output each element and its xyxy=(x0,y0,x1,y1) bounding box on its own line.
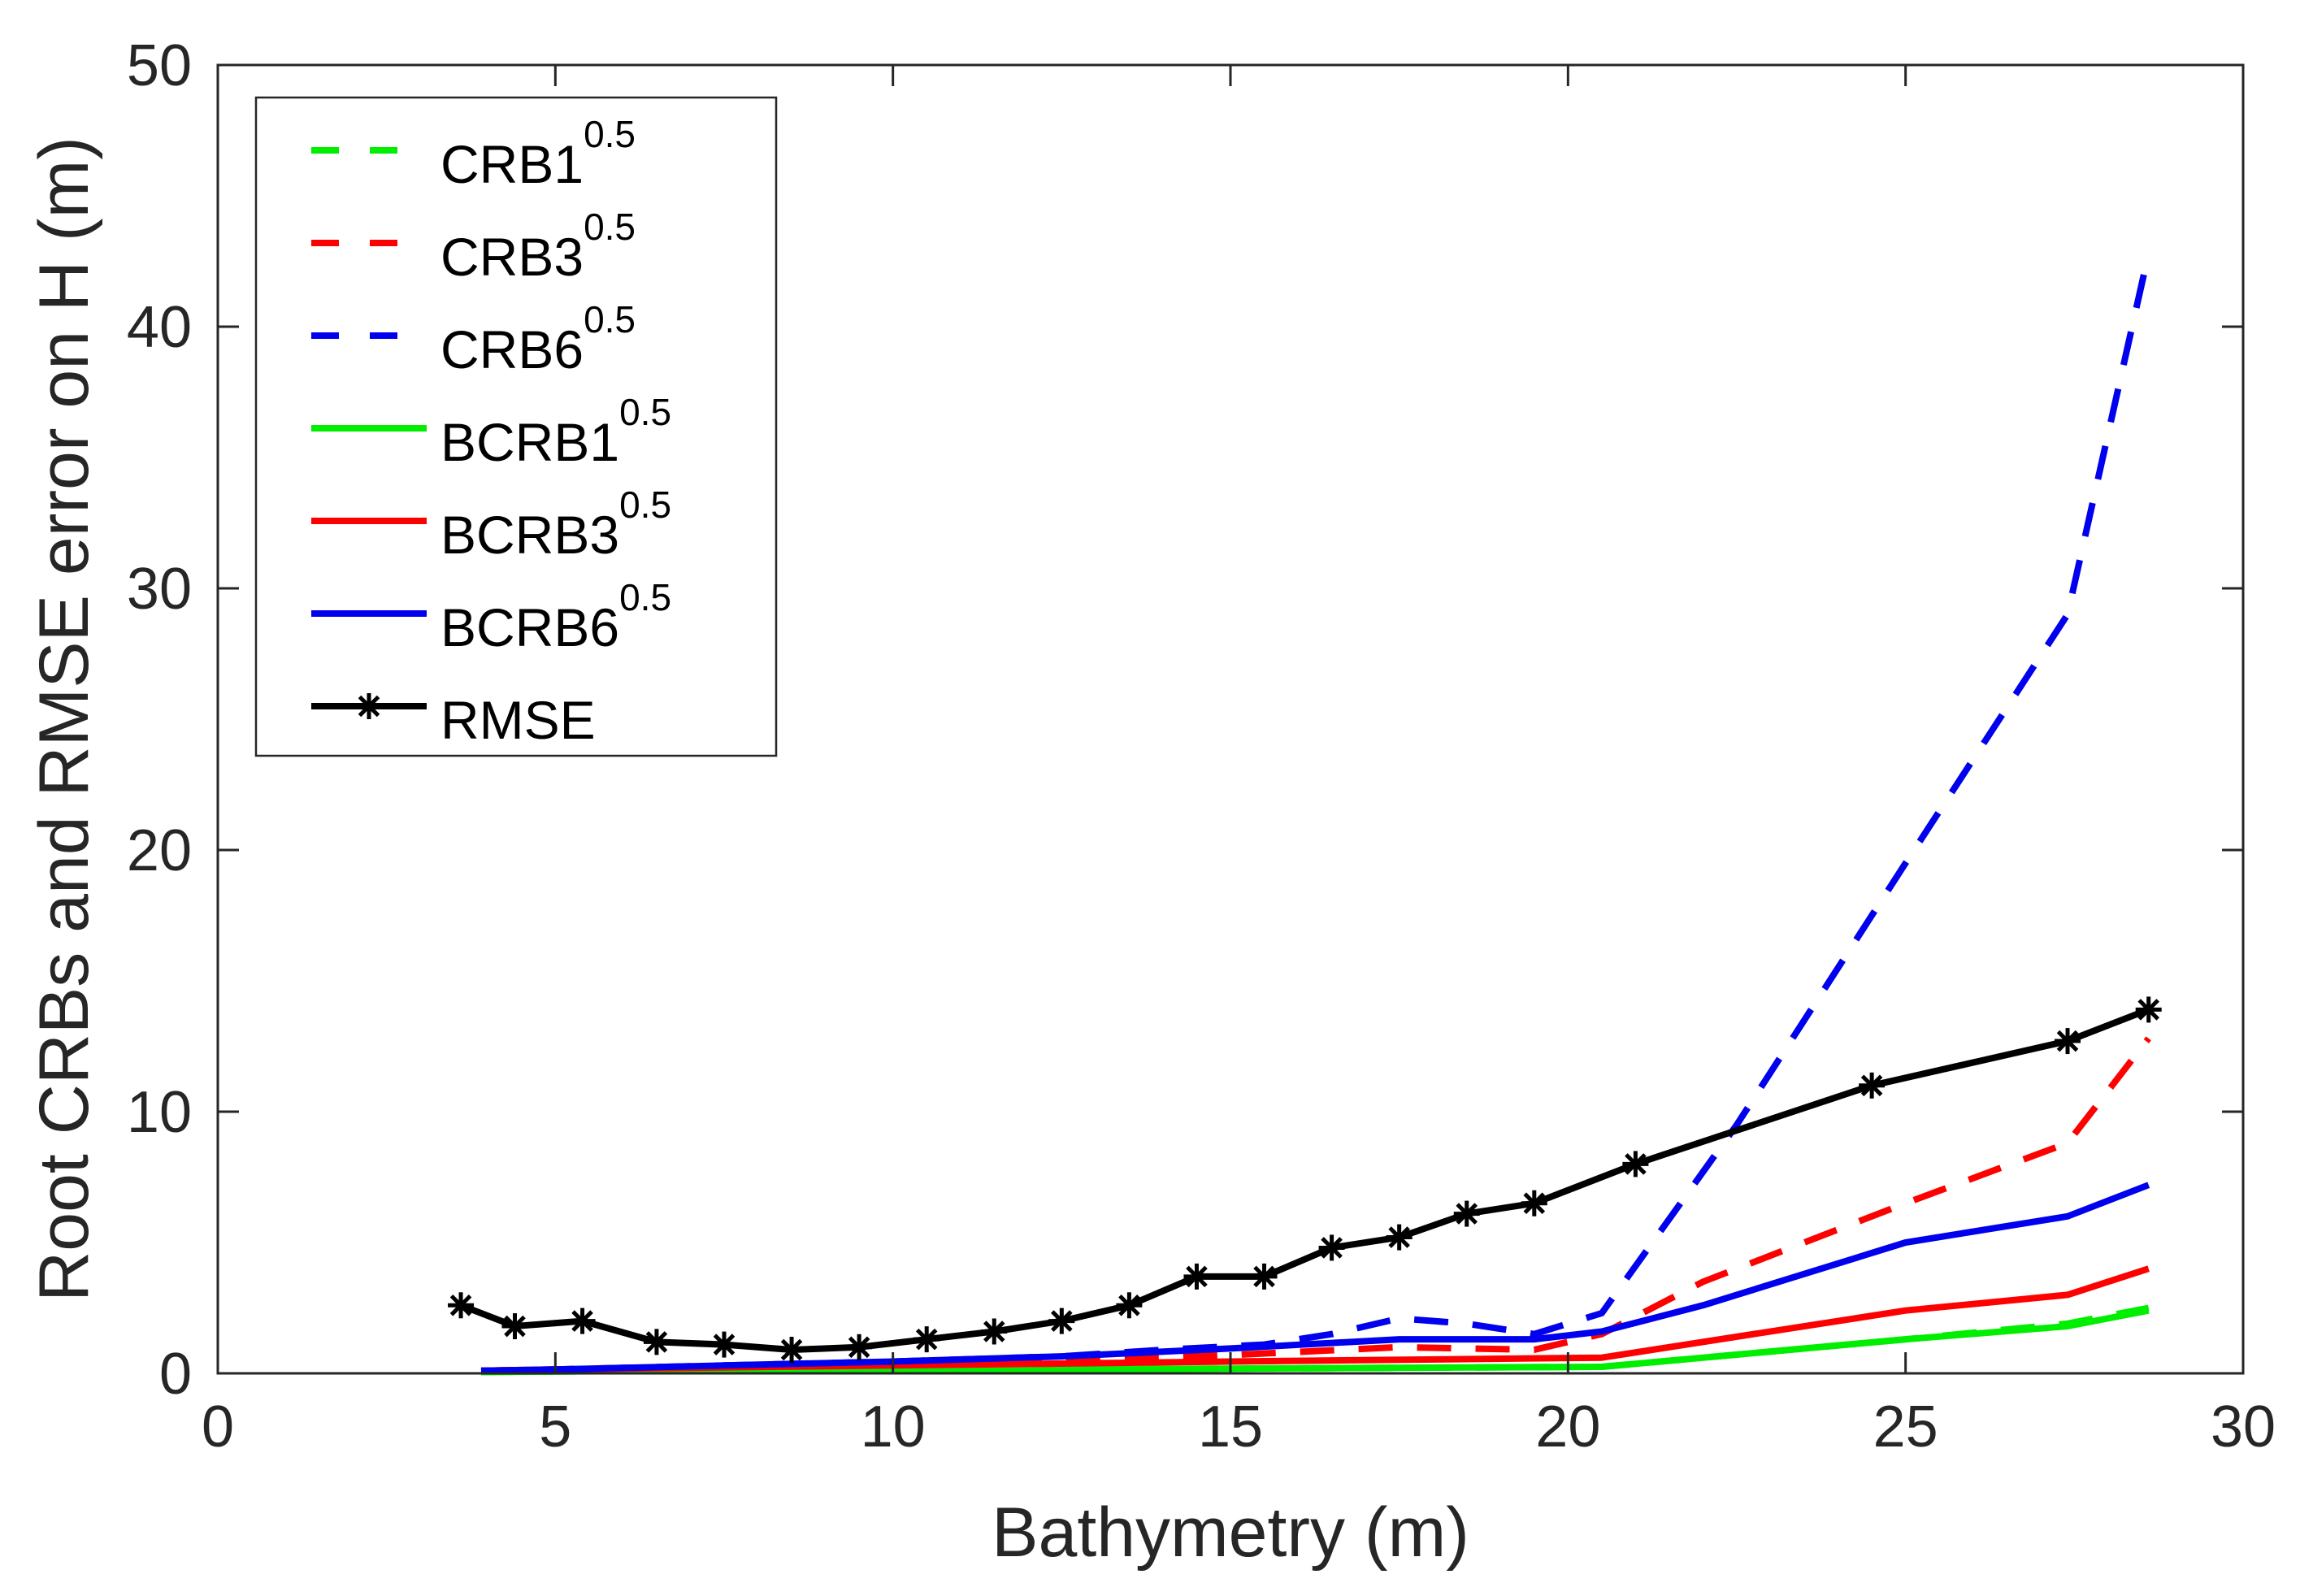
y-tick-label: 50 xyxy=(127,33,192,98)
data-point-rmse xyxy=(1048,1308,1075,1334)
x-tick-label: 15 xyxy=(1198,1394,1263,1459)
legend-marker xyxy=(356,693,382,719)
data-point-rmse xyxy=(1453,1200,1480,1227)
data-point-rmse xyxy=(1116,1292,1143,1319)
legend-label-exponent: 0.5 xyxy=(619,576,671,618)
legend-entry-rmse: RMSE xyxy=(311,690,596,750)
y-tick-label: 0 xyxy=(159,1342,192,1407)
axes-layer: 0 5 10 15 20 25 30 0 10 20 30 40 50 Bathymetry (m) Roo… xyxy=(25,33,2276,1572)
data-point-rmse xyxy=(1521,1190,1547,1217)
data-point-rmse xyxy=(2055,1028,2081,1055)
data-point-rmse xyxy=(981,1318,1008,1345)
x-tick-label: 0 xyxy=(202,1394,234,1459)
y-tick-label: 20 xyxy=(127,818,192,883)
data-point-rmse xyxy=(1251,1263,1278,1290)
data-point-rmse xyxy=(1622,1151,1649,1177)
x-axis-label: Bathymetry (m) xyxy=(992,1494,1469,1572)
data-point-rmse xyxy=(711,1331,737,1358)
data-point-rmse xyxy=(501,1313,528,1340)
data-point-rmse xyxy=(569,1308,596,1334)
data-point-rmse xyxy=(643,1329,670,1355)
legend-label: RMSE xyxy=(440,690,596,750)
series-layer xyxy=(448,252,2162,1376)
y-axis-label: Root CRBs and RMSE error on H (m) xyxy=(25,137,103,1302)
x-tick-label: 30 xyxy=(2211,1394,2276,1459)
x-tick-label: 5 xyxy=(539,1394,571,1459)
data-point-rmse xyxy=(2135,996,2162,1023)
x-tick-label: 20 xyxy=(1535,1394,1600,1459)
y-tick-label: 30 xyxy=(127,557,192,622)
data-point-rmse xyxy=(846,1334,873,1360)
data-point-rmse xyxy=(448,1292,475,1319)
series-line-crb6 xyxy=(480,252,2152,1374)
legend: CRB10.5CRB30.5CRB60.5BCRB10.5BCRB30.5BCR… xyxy=(254,96,778,757)
data-point-rmse xyxy=(1386,1224,1413,1251)
legend-label-exponent: 0.5 xyxy=(584,113,636,155)
data-point-rmse xyxy=(779,1337,805,1364)
legend-label-exponent: 0.5 xyxy=(619,391,671,433)
data-point-rmse xyxy=(913,1326,940,1353)
y-tick-label: 10 xyxy=(127,1080,192,1145)
data-point-rmse xyxy=(1183,1263,1210,1290)
x-tick-label: 10 xyxy=(861,1394,926,1459)
data-point-rmse xyxy=(1859,1072,1886,1099)
x-tick-label: 25 xyxy=(1873,1394,1938,1459)
legend-label-exponent: 0.5 xyxy=(619,484,671,526)
legend-label-exponent: 0.5 xyxy=(584,206,636,248)
y-tick-label: 40 xyxy=(127,295,192,360)
legend-label-exponent: 0.5 xyxy=(584,298,636,340)
series-line-bcrb6 xyxy=(480,1182,2150,1374)
data-point-rmse xyxy=(1318,1234,1345,1261)
